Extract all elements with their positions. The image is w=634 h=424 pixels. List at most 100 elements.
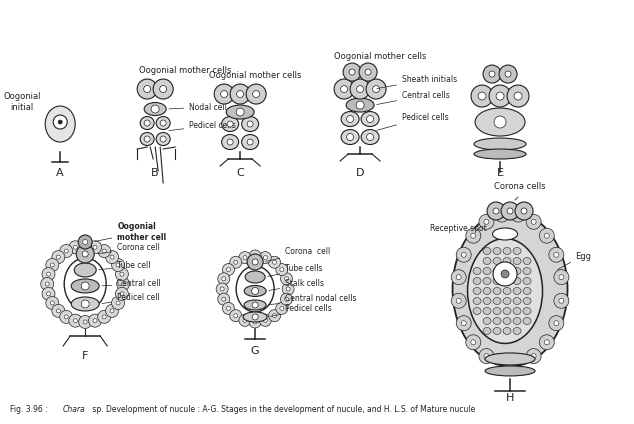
Circle shape — [515, 212, 521, 217]
Circle shape — [456, 275, 461, 280]
Circle shape — [105, 304, 119, 317]
Circle shape — [144, 86, 151, 92]
Circle shape — [507, 208, 513, 214]
Circle shape — [252, 91, 260, 98]
Ellipse shape — [245, 271, 265, 283]
Ellipse shape — [523, 277, 531, 285]
Circle shape — [52, 304, 65, 317]
Circle shape — [243, 256, 247, 259]
Text: Egg: Egg — [575, 252, 591, 261]
Circle shape — [501, 202, 519, 220]
Ellipse shape — [45, 106, 75, 142]
Circle shape — [110, 255, 114, 259]
Circle shape — [466, 335, 481, 350]
Circle shape — [247, 121, 253, 127]
Circle shape — [451, 270, 466, 285]
Circle shape — [549, 247, 564, 262]
Ellipse shape — [523, 298, 531, 304]
Circle shape — [79, 315, 92, 329]
Circle shape — [373, 86, 380, 92]
Ellipse shape — [523, 287, 531, 295]
Circle shape — [247, 254, 263, 270]
Circle shape — [93, 319, 97, 323]
Circle shape — [280, 293, 292, 305]
Ellipse shape — [473, 298, 481, 304]
Ellipse shape — [513, 307, 521, 315]
Circle shape — [343, 63, 361, 81]
Circle shape — [461, 252, 466, 257]
Circle shape — [230, 84, 250, 104]
Circle shape — [496, 92, 504, 100]
Circle shape — [273, 260, 276, 264]
Circle shape — [56, 255, 60, 259]
Ellipse shape — [483, 248, 491, 254]
Ellipse shape — [467, 238, 543, 343]
Text: Nodal cell: Nodal cell — [169, 103, 227, 112]
Circle shape — [115, 268, 128, 281]
Text: B: B — [152, 168, 159, 178]
Circle shape — [249, 250, 261, 262]
Ellipse shape — [485, 366, 535, 376]
Ellipse shape — [346, 98, 374, 112]
Circle shape — [540, 335, 554, 350]
Ellipse shape — [513, 298, 521, 304]
Circle shape — [253, 254, 257, 258]
Text: Pedicel cells: Pedicel cells — [169, 120, 236, 131]
Circle shape — [479, 214, 494, 229]
Circle shape — [120, 292, 124, 296]
Text: Fig. 3.96 :: Fig. 3.96 : — [10, 405, 50, 414]
Text: Oogonial mother cells: Oogonial mother cells — [209, 71, 301, 80]
Ellipse shape — [493, 287, 501, 295]
Ellipse shape — [503, 307, 511, 315]
Circle shape — [510, 207, 526, 222]
Circle shape — [64, 315, 68, 319]
Ellipse shape — [493, 268, 501, 274]
Circle shape — [456, 298, 461, 303]
Circle shape — [227, 139, 233, 145]
Circle shape — [216, 283, 228, 295]
Circle shape — [349, 69, 355, 75]
Circle shape — [74, 319, 77, 323]
Circle shape — [451, 293, 466, 308]
Circle shape — [144, 136, 150, 142]
Text: G: G — [251, 346, 259, 356]
Text: H: H — [506, 393, 514, 403]
Circle shape — [286, 287, 290, 291]
Circle shape — [239, 251, 251, 264]
Circle shape — [461, 321, 466, 326]
Circle shape — [239, 314, 251, 326]
Ellipse shape — [483, 318, 491, 324]
Ellipse shape — [453, 212, 567, 366]
Ellipse shape — [523, 257, 531, 265]
Ellipse shape — [483, 307, 491, 315]
Circle shape — [259, 314, 271, 326]
Ellipse shape — [242, 117, 259, 131]
Circle shape — [282, 283, 294, 295]
Circle shape — [505, 71, 511, 77]
Text: D: D — [356, 168, 365, 178]
Ellipse shape — [140, 133, 154, 145]
Circle shape — [50, 263, 55, 267]
Circle shape — [83, 244, 87, 248]
Circle shape — [93, 245, 97, 249]
Ellipse shape — [523, 268, 531, 274]
Ellipse shape — [503, 248, 511, 254]
Circle shape — [500, 212, 505, 217]
Circle shape — [78, 235, 92, 249]
Circle shape — [280, 273, 292, 285]
Circle shape — [350, 79, 370, 99]
Circle shape — [540, 228, 554, 243]
Circle shape — [226, 268, 230, 272]
Ellipse shape — [503, 327, 511, 335]
Ellipse shape — [503, 257, 511, 265]
Ellipse shape — [156, 117, 170, 129]
Circle shape — [226, 307, 230, 310]
Circle shape — [269, 256, 280, 268]
Circle shape — [259, 251, 271, 264]
Ellipse shape — [475, 108, 525, 136]
Ellipse shape — [493, 228, 517, 240]
Circle shape — [471, 233, 476, 238]
Circle shape — [514, 92, 522, 100]
Circle shape — [334, 79, 354, 99]
Text: Oogonial mother cells: Oogonial mother cells — [139, 66, 231, 75]
